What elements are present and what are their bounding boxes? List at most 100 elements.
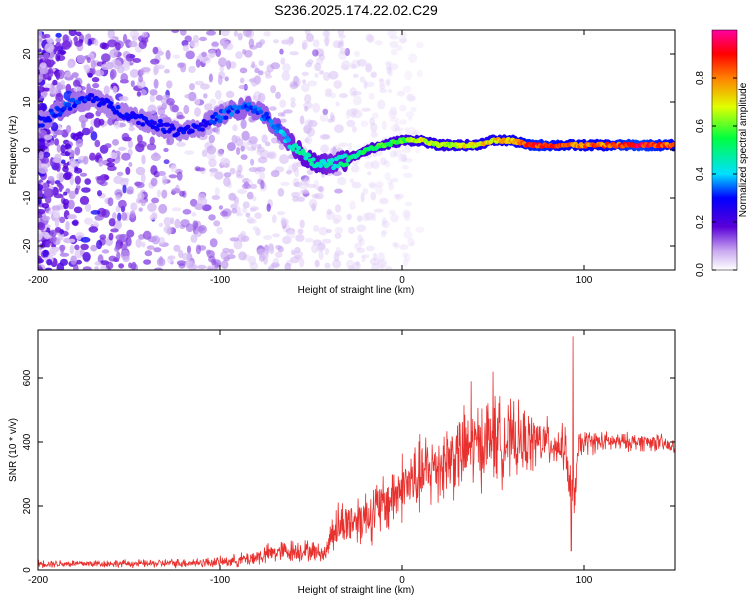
spectrogram-noise-blob [43,187,52,198]
spectrogram-noise-blob [181,252,190,261]
spectrogram-noise-blob [365,245,375,252]
spectrogram-noise-blob [38,184,44,191]
spectrogram-noise-blob [115,234,125,241]
spectrogram-noise-blob [341,60,351,71]
spectrogram-ridge-core [115,105,121,110]
spectrogram-noise-blob [244,49,253,58]
spectrogram-noise-blob [101,63,111,70]
spectrogram-ridge-core [223,115,229,120]
spectrogram-noise-blob [74,244,80,251]
spectrogram-noise-blob [354,242,362,250]
spectrogram-noise-blob [129,210,136,219]
spectrogram-noise-blob [256,166,266,172]
spectrogram-noise-blob [409,95,417,101]
y-tick-label: -10 [22,190,33,205]
spectrogram-noise-blob [220,260,229,270]
spectrogram-noise-blob [220,210,228,217]
spectrogram-noise-blob [41,34,47,39]
y-tick-label: 600 [22,369,33,386]
spectrogram-noise-blob [350,111,356,119]
spectrogram-noise-blob [356,247,366,253]
x-tick-label: 0 [399,275,405,286]
spectrogram-noise-blob [319,70,324,75]
spectrogram-noise-blob [379,263,385,270]
spectrogram-noise-blob [325,88,332,93]
spectrogram-noise-blob [115,205,121,213]
spectrogram-noise-blob [349,87,357,97]
spectrogram-ridge-core [303,156,309,161]
spectrogram-noise-blob [258,60,264,67]
spectrogram-noise-blob [138,40,147,50]
spectrogram-noise-blob [397,154,408,163]
spectrogram-noise-blob [353,73,359,79]
spectrogram-noise-blob [348,142,353,151]
spectrogram-noise-blob [38,200,42,205]
spectrogram-noise-blob [113,175,124,185]
spectrogram-noise-blob [294,167,300,177]
spectrogram-noise-blob [408,53,418,64]
spectrogram-noise-blob [275,244,282,250]
spectrogram-heatmap [38,30,675,270]
spectrogram-noise-blob [258,70,264,76]
spectrogram-ridge-core [157,118,163,124]
spectrogram-noise-blob [290,249,296,255]
spectrogram-noise-blob [142,230,152,240]
spectrogram-noise-blob [238,84,249,90]
spectrogram-noise-blob [103,85,110,96]
spectrogram-noise-blob [44,195,52,204]
spectrogram-noise-blob [338,142,349,147]
spectrogram-noise-blob [101,53,111,63]
spectrogram-noise-blob [307,80,318,87]
spectrogram-ridge-core [53,113,58,118]
spectrogram-noise-blob [403,230,413,239]
spectrogram-noise-blob [361,254,370,259]
spectrogram-ridge-core [136,120,141,126]
snr-ylabel: SNR (10 * v/v) [8,418,19,482]
spectrogram-noise-blob [339,47,347,55]
spectrogram-noise-blob [38,86,45,93]
spectrogram-noise-blob [306,183,317,188]
spectrogram-noise-blob [47,68,54,78]
spectrogram-noise-blob [109,152,118,160]
spectrogram-noise-blob [209,238,218,248]
spectrogram-noise-blob [400,38,408,43]
spectrogram-noise-blob [289,51,299,56]
spectrogram-noise-blob [380,157,387,166]
spectrogram-noise-blob [66,125,72,133]
spectrogram-noise-blob [107,117,114,126]
spectrogram-noise-blob [130,80,135,87]
spectrogram-noise-blob [304,237,314,243]
spectrogram-noise-blob [316,48,325,57]
spectrogram-noise-blob [64,143,71,150]
spectrogram-noise-blob [240,119,247,130]
spectrogram-noise-blob [74,40,83,47]
spectrogram-noise-blob [389,40,399,49]
spectrogram-noise-blob [377,99,386,110]
spectrogram-noise-blob [107,30,115,39]
spectrogram-noise-blob [279,48,284,55]
spectrogram-noise-blob [387,30,397,37]
spectrogram-noise-blob [216,226,224,235]
spectrogram-noise-blob [214,171,224,180]
spectrogram-noise-blob [316,186,323,192]
spectrogram-noise-blob [318,250,324,260]
spectrogram-noise-blob [71,72,79,78]
spectrogram-noise-blob [62,40,71,50]
spectrogram-noise-blob [334,188,343,194]
spectrogram-noise-blob [370,160,380,169]
spectrogram-noise-blob [415,147,420,154]
spectrogram-noise-blob [312,39,320,48]
spectrogram-noise-blob [256,248,266,257]
spectrogram-noise-blob [352,109,363,119]
colorbar-label: Normalized spectral amplitude [738,82,749,217]
spectrogram-noise-blob [283,109,293,114]
spectrogram-noise-blob [135,166,146,176]
spectrogram-noise-blob [389,106,398,115]
spectrogram-noise-blob [87,72,93,78]
spectrogram-noise-blob [185,50,195,60]
spectrogram-noise-blob [304,105,309,112]
spectrogram-noise-blob [94,266,99,270]
spectrogram-noise-blob [52,79,58,86]
spectrogram-noise-blob [229,167,236,175]
spectrogram-noise-blob [332,259,342,269]
